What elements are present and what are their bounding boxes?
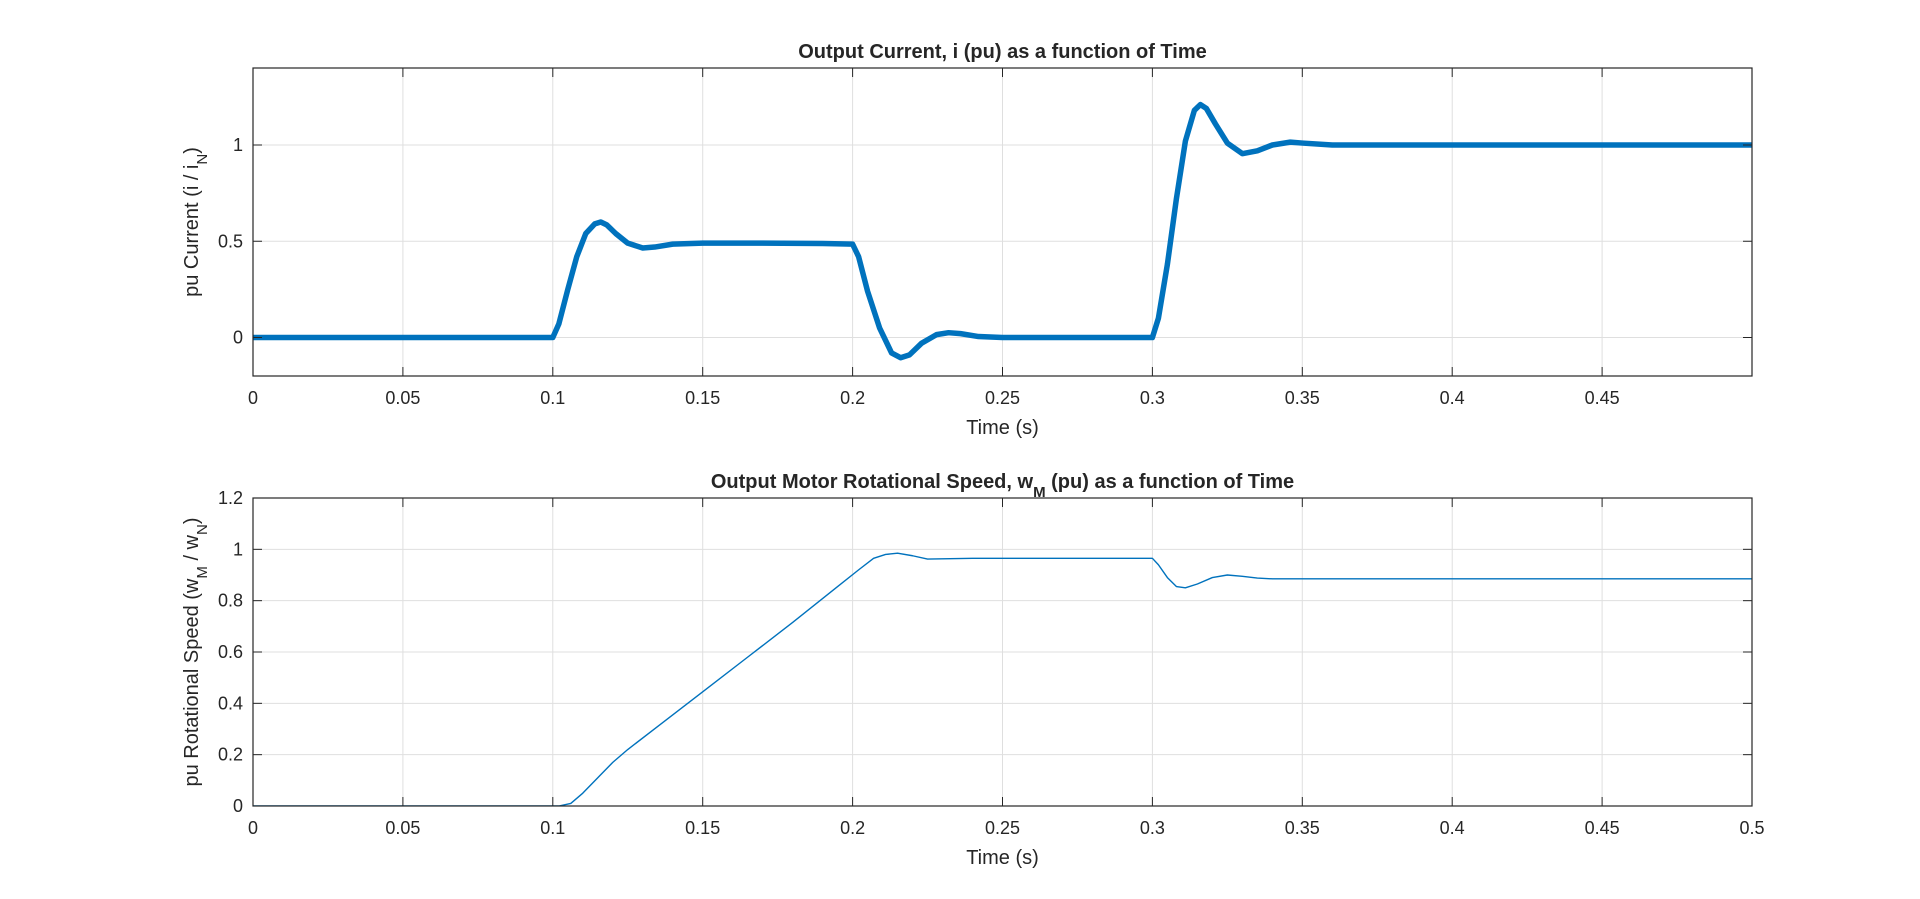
- y-axis-label-part: ): [181, 517, 203, 524]
- y-axis-label-part: ): [181, 147, 203, 154]
- x-tick-label: 0.05: [385, 388, 420, 408]
- chart-title-part: M: [1033, 484, 1046, 501]
- y-tick-label: 1.2: [218, 488, 243, 508]
- y-axis-label-part: N: [194, 154, 211, 165]
- x-tick-label: 0.4: [1440, 818, 1465, 838]
- x-tick-label: 0.35: [1285, 388, 1320, 408]
- x-tick-label: 0: [248, 818, 258, 838]
- y-axis-label: pu Rotational Speed (wM / wN): [181, 517, 211, 786]
- y-axis-label: pu Current (i / iN): [181, 147, 211, 297]
- x-tick-label: 0.15: [685, 818, 720, 838]
- x-axis-label: Time (s): [966, 847, 1039, 869]
- chart-title: Output Current, i (pu) as a function of …: [798, 41, 1207, 63]
- y-tick-label: 0.8: [218, 591, 243, 611]
- x-tick-label: 0.3: [1140, 818, 1165, 838]
- y-tick-label: 1: [233, 135, 243, 155]
- x-tick-label: 0.45: [1585, 388, 1620, 408]
- x-tick-label: 0.35: [1285, 818, 1320, 838]
- y-tick-label: 0: [233, 328, 243, 348]
- x-axis-label-part: Time (s): [966, 417, 1039, 439]
- y-tick-label: 0.2: [218, 745, 243, 765]
- x-tick-label: 0.4: [1440, 388, 1465, 408]
- x-tick-label: 0.05: [385, 818, 420, 838]
- y-axis-label-part: N: [194, 524, 211, 535]
- x-tick-label: 0.45: [1585, 818, 1620, 838]
- y-tick-label: 1: [233, 539, 243, 559]
- x-tick-label: 0.2: [840, 388, 865, 408]
- current-subplot: 0 0.05 0.1 0.15 0.2 0.25 0.3 0.35 0.4 0.45 0 0.5 1 Ou…: [181, 41, 1753, 439]
- chart-title-part: Output Motor Rotational Speed, w: [711, 471, 1034, 493]
- x-tick-label: 0.25: [985, 818, 1020, 838]
- chart-title-part: (pu) as a function of Time: [1046, 471, 1295, 493]
- x-tick-label: 0.15: [685, 388, 720, 408]
- x-tick-label: 0.5: [1739, 818, 1764, 838]
- y-axis-label-part: M: [194, 566, 211, 579]
- y-tick-label: 0.5: [218, 231, 243, 251]
- x-tick-label: 0: [248, 388, 258, 408]
- chart-title-part: Output Current, i (pu) as a function of …: [798, 41, 1207, 63]
- x-tick-label: 0.1: [540, 388, 565, 408]
- chart-title: Output Motor Rotational Speed, wM (pu) a…: [711, 471, 1294, 501]
- y-tick-label: 0.4: [218, 693, 243, 713]
- x-axis-label: Time (s): [966, 417, 1039, 439]
- series-line-0: [253, 552, 1752, 806]
- x-axis-label-part: Time (s): [966, 847, 1039, 869]
- y-tick-label: 0.6: [218, 642, 243, 662]
- speed-subplot: 0 0.05 0.1 0.15 0.2 0.25 0.3 0.35 0.4 0.45 0.5 0 0.2…: [181, 471, 1765, 869]
- y-axis-label-part: pu Current (i / i: [181, 165, 203, 297]
- y-tick-label: 0: [233, 796, 243, 816]
- series-line-0: [253, 101, 1752, 361]
- y-axis-label-part: pu Rotational Speed (w: [181, 578, 203, 786]
- x-tick-label: 0.25: [985, 388, 1020, 408]
- x-tick-label: 0.3: [1140, 388, 1165, 408]
- y-axis-label-part: / w: [181, 534, 203, 566]
- x-tick-label: 0.1: [540, 818, 565, 838]
- x-tick-label: 0.2: [840, 818, 865, 838]
